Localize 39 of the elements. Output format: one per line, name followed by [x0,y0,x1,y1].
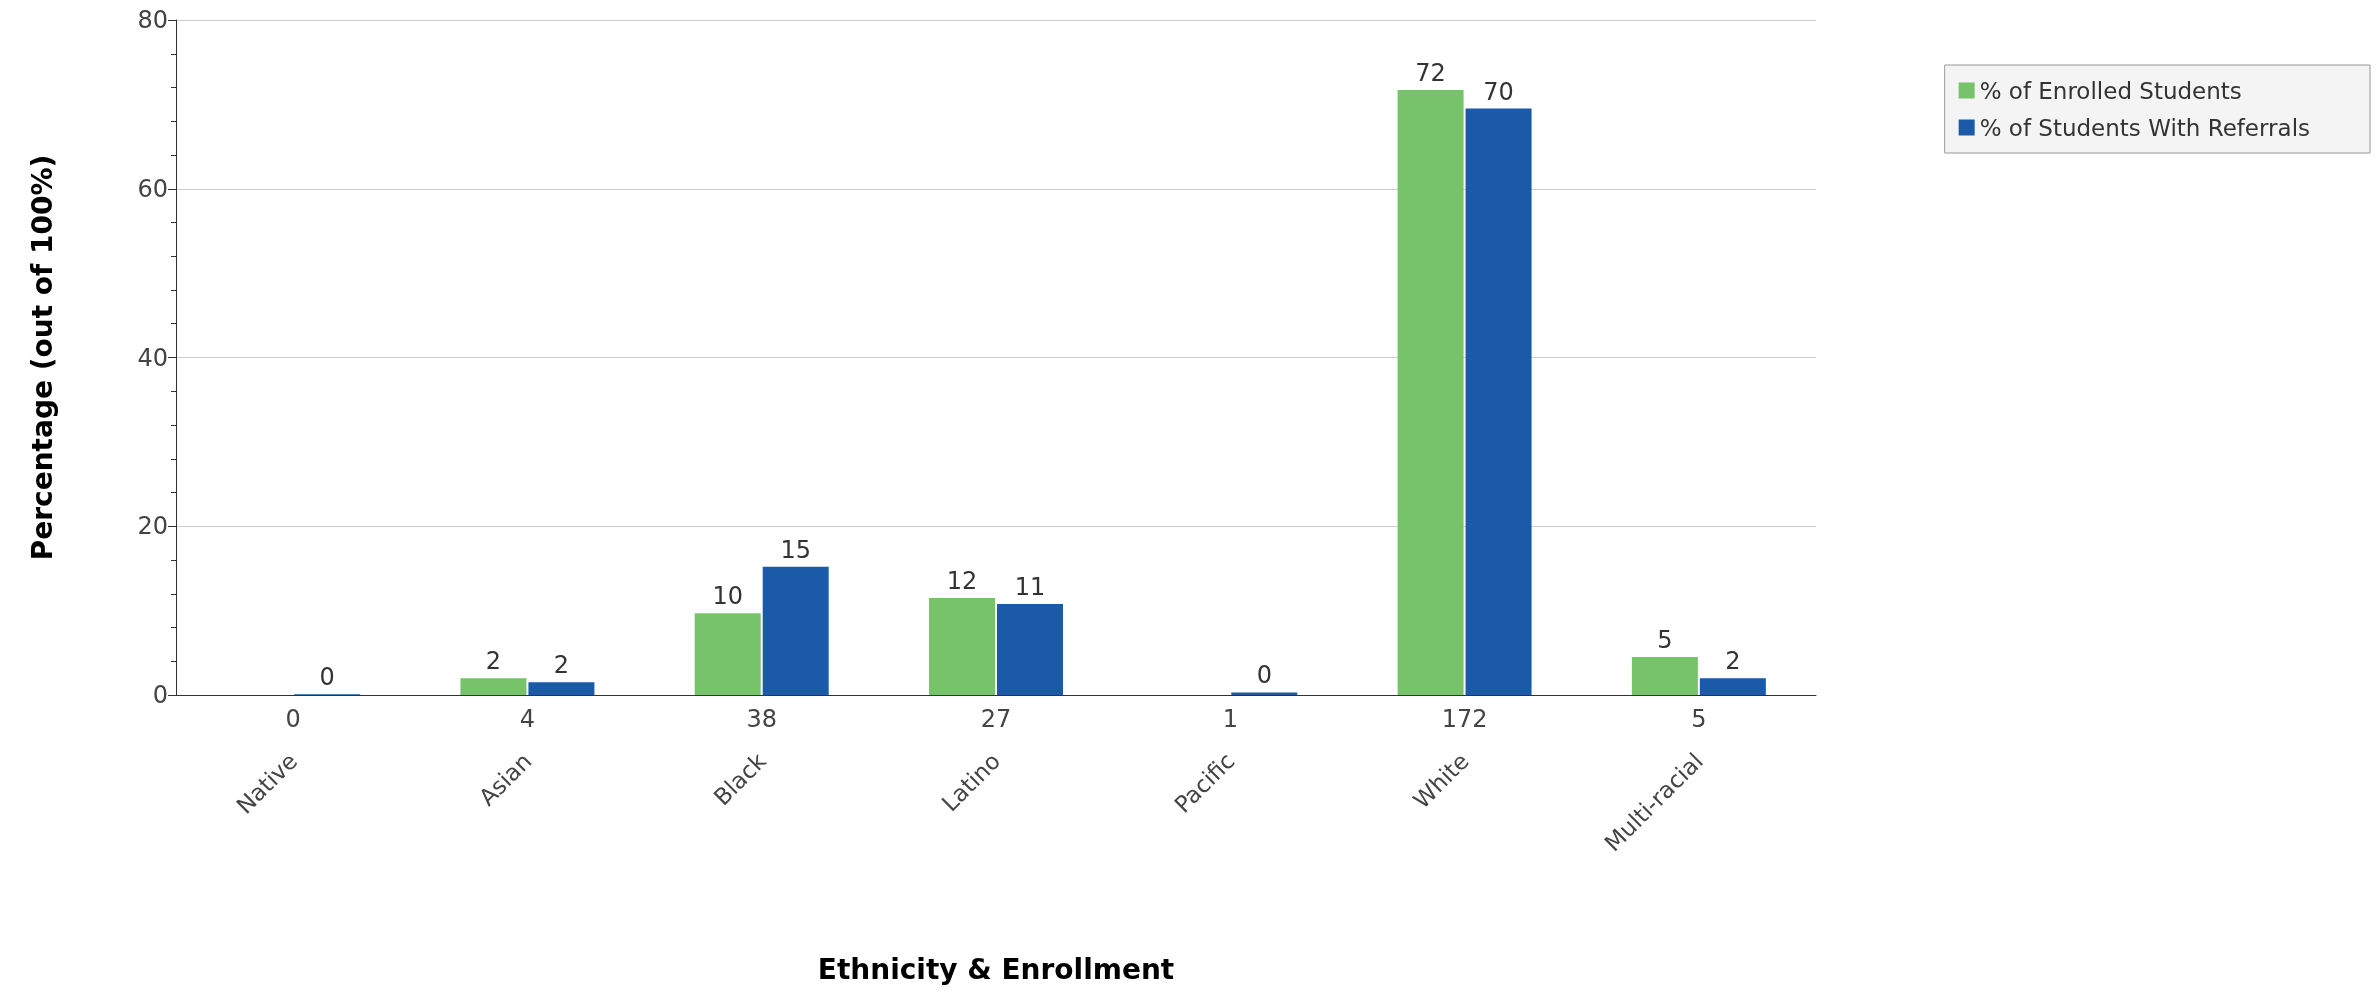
data-label: 12 [946,566,978,595]
bar [528,682,595,695]
y-tick-label: 0 [152,681,168,709]
data-label: 0 [1256,661,1272,690]
data-label: 2 [553,651,570,680]
bar [1631,657,1698,695]
data-label: 15 [780,535,811,564]
bar [1699,678,1766,695]
y-tick-label: 60 [137,174,168,203]
bar [1465,108,1532,695]
bar [460,678,527,695]
y-tick-label: 40 [137,343,168,372]
bar [762,566,829,695]
data-label: 2 [485,647,502,676]
text: 27 [980,705,1012,733]
y-tick-label: 20 [137,512,168,541]
data-label: 5 [1657,626,1673,655]
data-label: 0 [319,663,335,692]
bar [1397,90,1464,695]
data-label: 70 [1483,77,1514,106]
data-label: 72 [1415,59,1446,88]
legend-label: % of Students With Referrals [1979,114,2311,141]
text: 4 [519,705,536,733]
bar [996,603,1063,695]
data-label: 11 [1014,572,1046,601]
text: 5 [1691,705,1707,733]
data-label: 10 [712,582,743,611]
text: 0 [285,705,301,733]
bar [929,597,996,695]
text: 38 [746,705,777,733]
text: 172 [1441,705,1488,733]
bar [694,613,761,695]
y-tick-label: 80 [137,6,168,34]
data-label: 2 [1725,647,1741,676]
text: 1 [1222,705,1238,733]
legend-label: % of Enrolled Students [1979,77,2242,104]
bar [1231,692,1298,695]
x-axis-title: Ethnicity & Enrollment [817,952,1175,986]
y-axis-title: Percentage (out of 100%) [25,154,59,561]
